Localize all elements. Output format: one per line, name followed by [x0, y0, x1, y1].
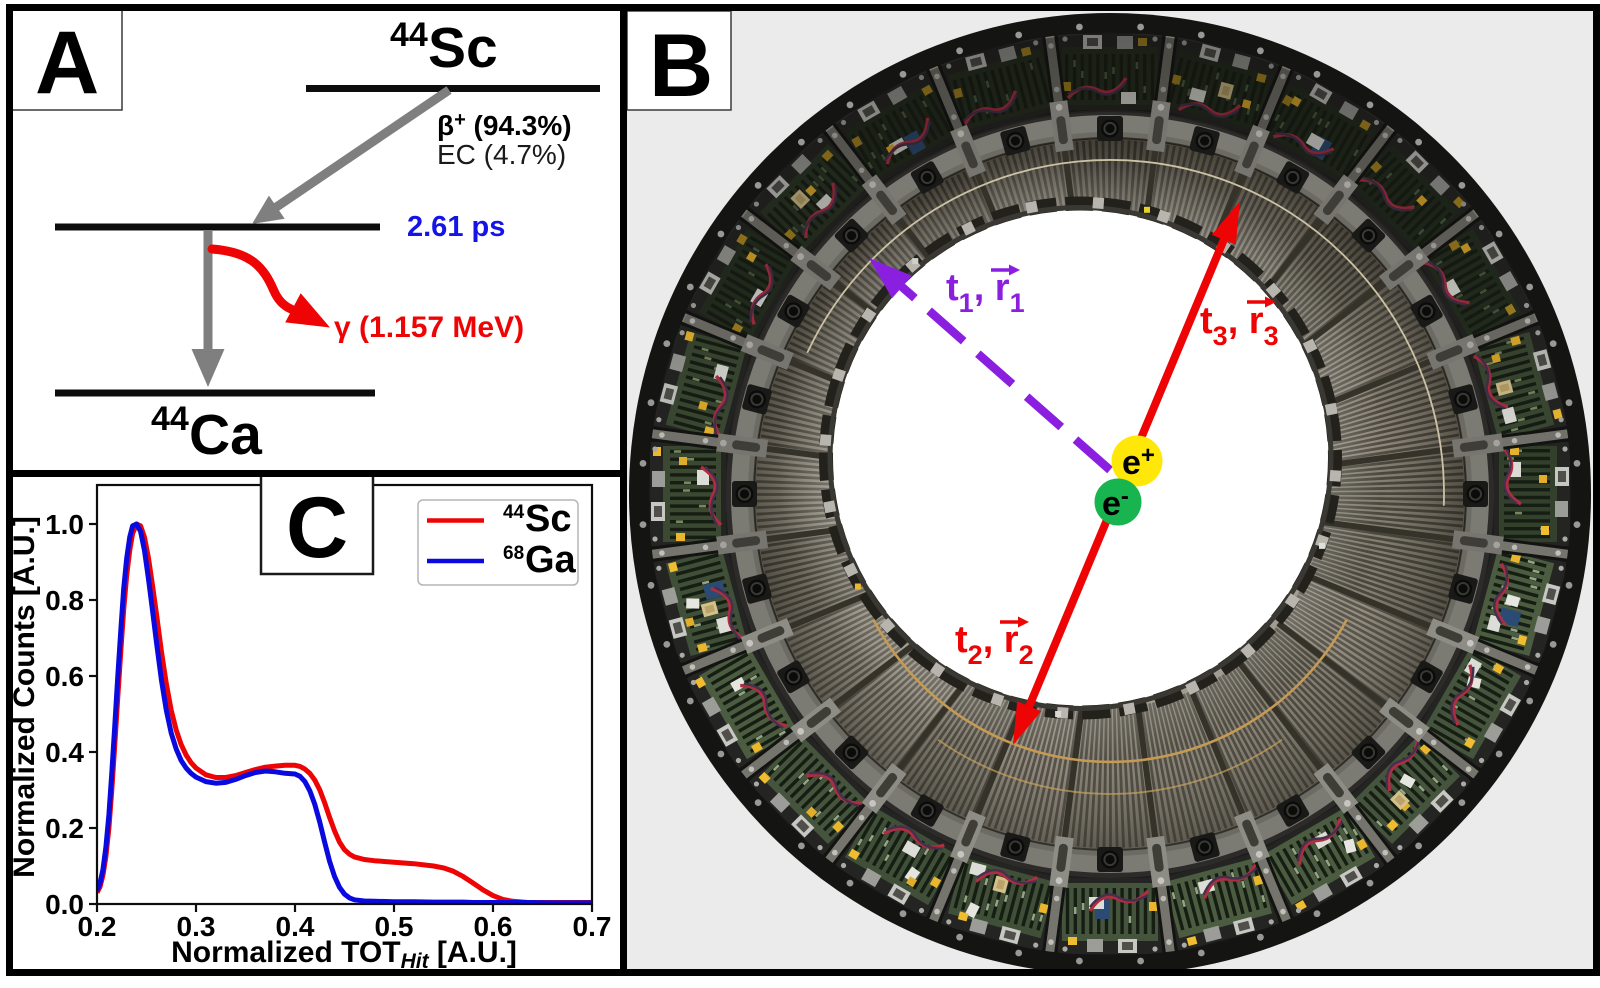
- svg-text:44: 44: [390, 16, 428, 54]
- svg-text:B: B: [649, 15, 713, 115]
- svg-text:44: 44: [151, 400, 189, 438]
- svg-text:68: 68: [503, 543, 524, 564]
- svg-text:γ (1.157 MeV): γ (1.157 MeV): [334, 311, 524, 344]
- svg-text:2.61 ps: 2.61 ps: [407, 211, 505, 243]
- svg-text:0.4: 0.4: [45, 737, 84, 768]
- svg-text:C: C: [286, 480, 348, 576]
- svg-text:Sc: Sc: [428, 16, 498, 80]
- svg-text:A: A: [35, 12, 99, 112]
- svg-text:0.2: 0.2: [45, 813, 84, 844]
- svg-text:44: 44: [503, 502, 525, 523]
- svg-text:Ca: Ca: [189, 403, 263, 467]
- svg-text:1.0: 1.0: [45, 509, 84, 540]
- svg-text:Sc: Sc: [525, 498, 571, 540]
- svg-text:0.0: 0.0: [45, 889, 84, 920]
- svg-text:Ga: Ga: [525, 539, 577, 581]
- svg-text:EC (4.7%): EC (4.7%): [437, 139, 566, 170]
- svg-text:0.6: 0.6: [45, 661, 84, 692]
- svg-text:0.7: 0.7: [573, 911, 612, 942]
- svg-text:0.8: 0.8: [45, 585, 84, 616]
- svg-text:Normalized TOTHit [A.U.]: Normalized TOTHit [A.U.]: [171, 936, 517, 973]
